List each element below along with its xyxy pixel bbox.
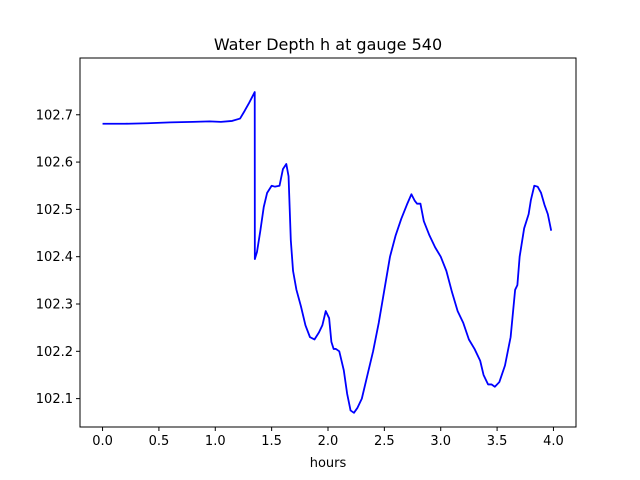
x-tick-label: 4.0 bbox=[543, 434, 564, 449]
y-tick-label: 102.4 bbox=[36, 250, 73, 265]
x-tick-label: 0.0 bbox=[92, 434, 113, 449]
x-tick-label: 2.0 bbox=[318, 434, 339, 449]
x-tick-label: 1.0 bbox=[205, 434, 226, 449]
y-tick-label: 102.2 bbox=[36, 345, 73, 360]
x-tick-label: 2.5 bbox=[374, 434, 395, 449]
x-axis-label: hours bbox=[310, 456, 347, 471]
y-tick-label: 102.1 bbox=[36, 392, 73, 407]
y-tick-label: 102.7 bbox=[36, 108, 73, 123]
y-tick-label: 102.3 bbox=[36, 298, 73, 313]
chart-title: Water Depth h at gauge 540 bbox=[214, 35, 442, 54]
x-tick-label: 3.5 bbox=[487, 434, 508, 449]
y-tick-label: 102.5 bbox=[36, 203, 73, 218]
x-tick-label: 1.5 bbox=[261, 434, 282, 449]
x-tick-label: 3.0 bbox=[430, 434, 451, 449]
y-tick-label: 102.6 bbox=[36, 156, 73, 171]
x-tick-label: 0.5 bbox=[149, 434, 170, 449]
series-line-water-depth bbox=[102, 91, 553, 414]
y-axis-ticks: 102.1 102.2 102.3 102.4 102.5 102.6 102.7 bbox=[36, 108, 80, 407]
x-axis-ticks: 0.0 0.5 1.0 1.5 2.0 2.5 3.0 3.5 4.0 bbox=[92, 427, 564, 449]
